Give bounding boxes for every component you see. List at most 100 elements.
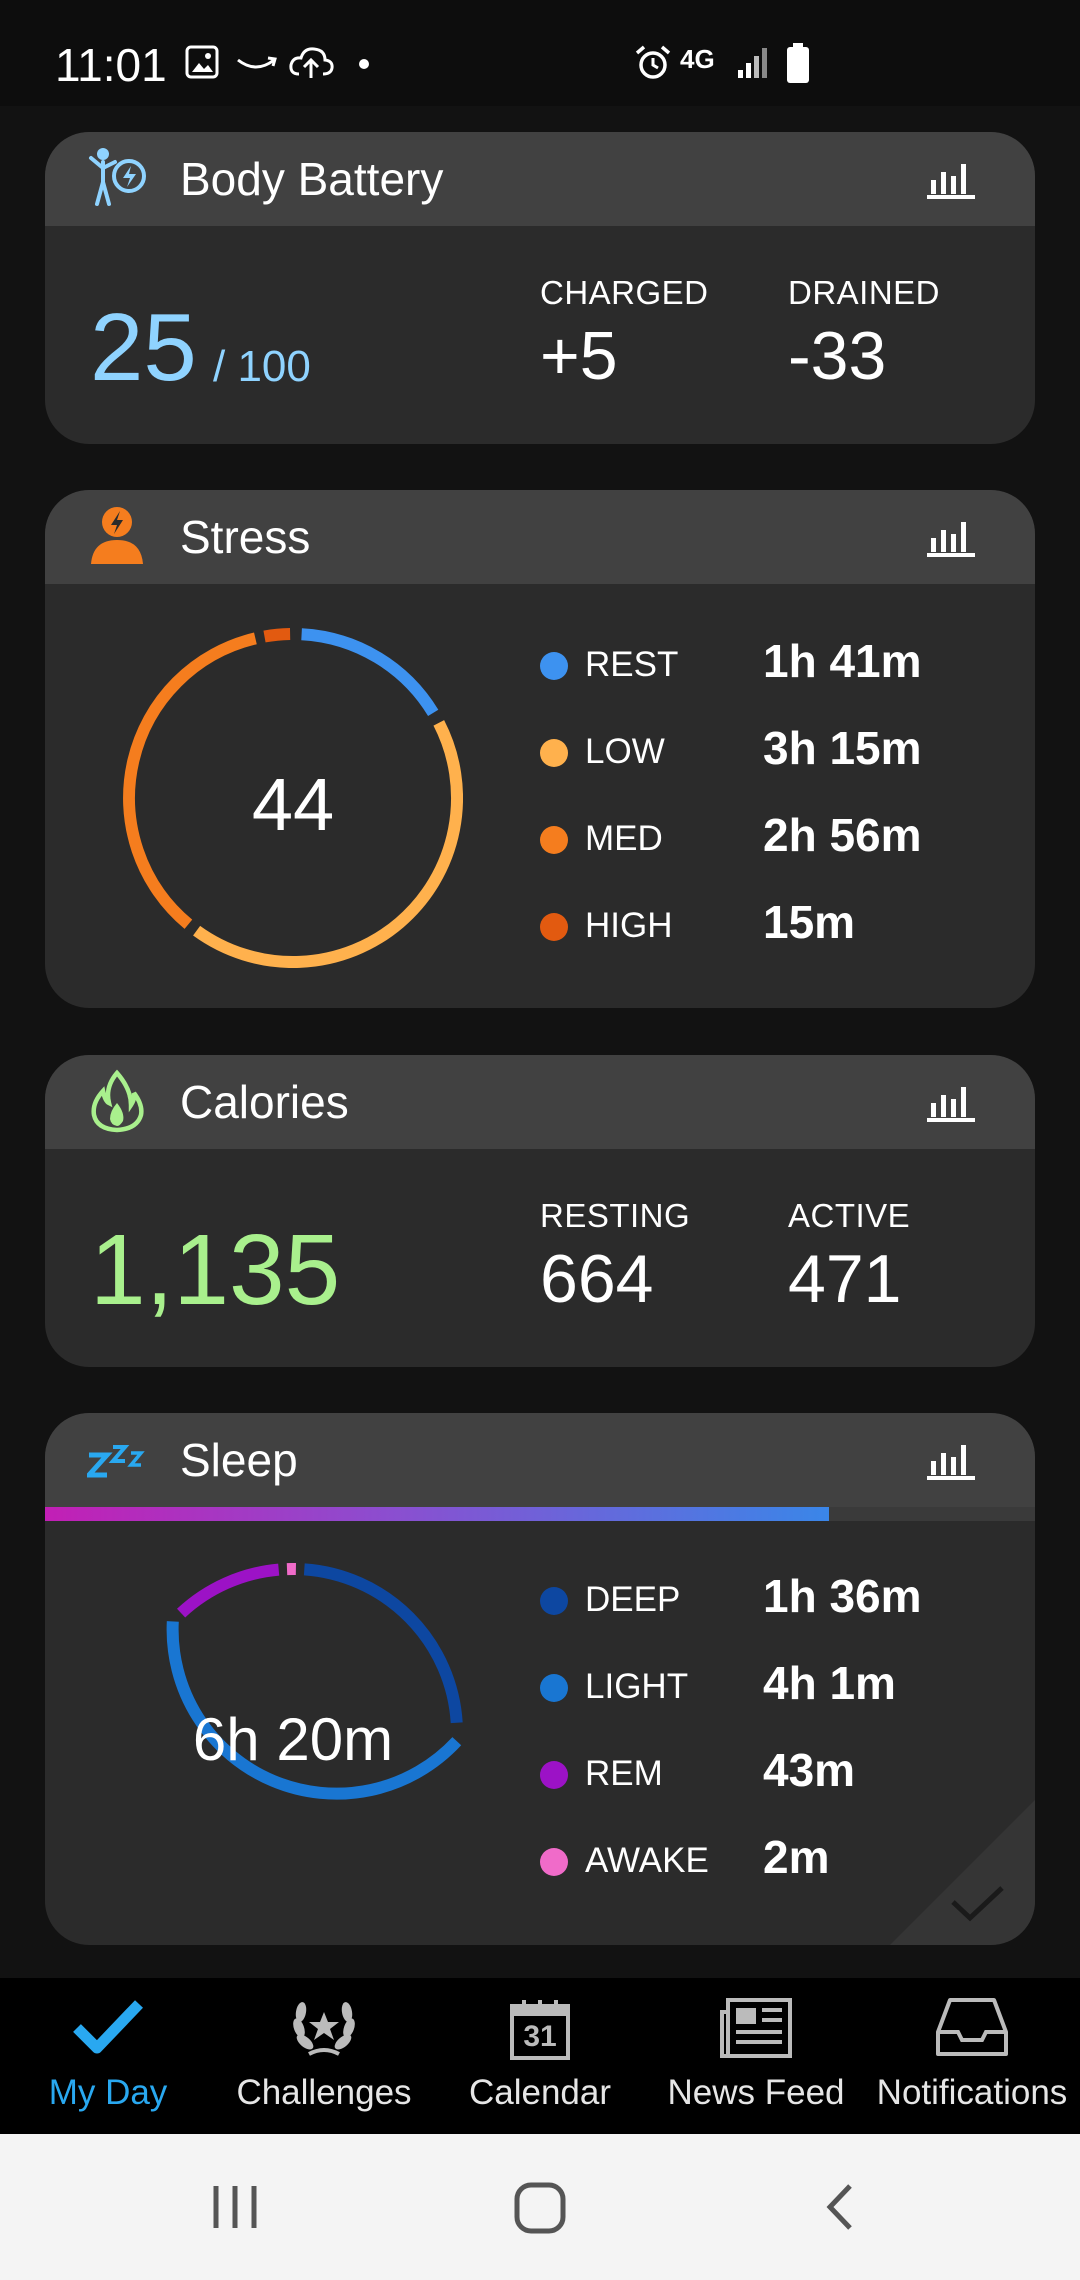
stress-ring-rest <box>301 628 439 717</box>
calendar-icon-day: 31 <box>523 2020 557 2053</box>
amazon-icon <box>237 56 277 69</box>
stress-header: Stress <box>45 490 1035 584</box>
nav-challenges-label: Challenges <box>236 2073 412 2112</box>
rem-value: 43m <box>763 1744 856 1796</box>
light-value: 4h 1m <box>763 1657 896 1709</box>
calories-header: Calories <box>45 1055 1035 1149</box>
calories-card[interactable]: Calories 1,135 RESTING 664 ACTIVE 471 <box>45 1055 1035 1367</box>
rem-label: REM <box>585 1754 663 1793</box>
bar-chart-icon[interactable] <box>927 1441 975 1481</box>
laurel-icon <box>293 2002 355 2056</box>
nav-notifications-label: Notifications <box>876 2073 1068 2112</box>
recent-apps-icon[interactable] <box>210 2182 260 2232</box>
sleep-progress-track <box>45 1507 1035 1521</box>
stress-ring-chart <box>123 628 463 968</box>
med-value: 2h 56m <box>763 809 922 861</box>
calories-title: Calories <box>180 1076 349 1128</box>
light-dot <box>540 1674 568 1702</box>
bar-chart-icon[interactable] <box>927 1083 975 1123</box>
nav-calendar[interactable]: 31 Calendar <box>432 1978 648 2134</box>
stress-card[interactable]: Stress 44 REST 1h 41m LOW 3h 15m MED 2h … <box>45 490 1035 1008</box>
body-battery-title: Body Battery <box>180 153 444 205</box>
bottom-navigation: My Day Challenges 31 Calendar <box>0 1978 1080 2134</box>
charged-value: +5 <box>540 318 618 394</box>
low-value: 3h 15m <box>763 722 922 774</box>
stress-ring-low <box>193 720 463 968</box>
nav-my-day[interactable]: My Day <box>0 1978 216 2134</box>
network-type: 4G <box>680 44 715 74</box>
stress-score: 44 <box>251 763 335 846</box>
battery-icon <box>787 43 809 83</box>
active-value: 471 <box>788 1241 902 1317</box>
sleep-ring-deep <box>303 1563 463 1724</box>
stress-title: Stress <box>180 511 311 563</box>
calendar-icon <box>510 2000 570 2060</box>
cloud-upload-icon <box>289 47 334 78</box>
sleep-ring-light <box>166 1621 462 1800</box>
home-icon[interactable] <box>513 2181 567 2235</box>
awake-value: 2m <box>763 1831 830 1883</box>
alarm-icon <box>635 45 671 79</box>
nav-news-feed[interactable]: News Feed <box>648 1978 864 2134</box>
sleep-header: Sleep <box>45 1413 1035 1507</box>
sleep-title: Sleep <box>180 1434 298 1486</box>
body-battery-value: 25 <box>90 294 197 401</box>
charged-label: CHARGED <box>540 274 709 311</box>
sleep-card[interactable]: Sleep 6h 20m DEEP 1h 36m LIGHT 4h 1m REM… <box>45 1413 1035 1945</box>
deep-value: 1h 36m <box>763 1570 922 1622</box>
deep-dot <box>540 1587 568 1615</box>
rest-label: REST <box>585 645 679 684</box>
stress-ring-high <box>263 628 291 643</box>
stress-person-icon <box>91 507 143 564</box>
body-battery-max: / 100 <box>213 342 311 391</box>
low-label: LOW <box>585 732 665 771</box>
resting-label: RESTING <box>540 1197 691 1234</box>
sleep-ring-chart <box>166 1563 463 1800</box>
drained-label: DRAINED <box>788 274 941 311</box>
awake-label: AWAKE <box>585 1841 709 1880</box>
nav-news-feed-label: News Feed <box>667 2073 845 2112</box>
sleep-progress-fill <box>45 1507 829 1521</box>
checkmark-icon <box>73 2000 143 2054</box>
rem-dot <box>540 1761 568 1789</box>
resting-value: 664 <box>540 1241 654 1317</box>
med-label: MED <box>585 819 663 858</box>
rest-value: 1h 41m <box>763 635 922 687</box>
high-dot <box>540 913 568 941</box>
rest-dot <box>540 652 568 680</box>
nav-my-day-label: My Day <box>48 2073 168 2112</box>
active-label: ACTIVE <box>788 1197 911 1234</box>
light-label: LIGHT <box>585 1667 689 1706</box>
high-value: 15m <box>763 896 856 948</box>
body-battery-card[interactable]: Body Battery 25 / 100 CHARGED +5 DRAINED… <box>45 132 1035 444</box>
system-navigation-bar <box>0 2134 1080 2280</box>
high-label: HIGH <box>585 906 673 945</box>
drained-value: -33 <box>788 318 887 394</box>
inbox-icon <box>936 1998 1008 2056</box>
sleep-ring-rem <box>177 1563 280 1618</box>
med-dot <box>540 826 568 854</box>
body-battery-icon <box>89 148 146 206</box>
image-icon <box>185 45 219 79</box>
sleep-zzz-icon <box>87 1445 145 1478</box>
stress-ring-med <box>123 632 257 929</box>
nav-challenges[interactable]: Challenges <box>216 1978 432 2134</box>
awake-dot <box>540 1848 568 1876</box>
deep-label: DEEP <box>585 1580 681 1619</box>
sleep-duration: 6h 20m <box>192 1706 394 1773</box>
low-dot <box>540 739 568 767</box>
back-icon[interactable] <box>820 2182 860 2232</box>
calories-total: 1,135 <box>90 1214 341 1326</box>
status-time: 11:01 <box>55 39 167 91</box>
nav-calendar-label: Calendar <box>468 2073 612 2112</box>
bar-chart-icon[interactable] <box>927 160 975 200</box>
flame-icon <box>91 1069 144 1133</box>
newspaper-icon <box>720 1998 792 2058</box>
signal-icon <box>738 48 767 78</box>
status-bar: 11:01 4G <box>0 0 1080 106</box>
bar-chart-icon[interactable] <box>927 518 975 558</box>
body-battery-header: Body Battery <box>45 132 1035 226</box>
nav-notifications[interactable]: Notifications <box>864 1978 1080 2134</box>
completed-corner-check-icon <box>890 1800 1035 1945</box>
dot-icon <box>359 59 369 69</box>
